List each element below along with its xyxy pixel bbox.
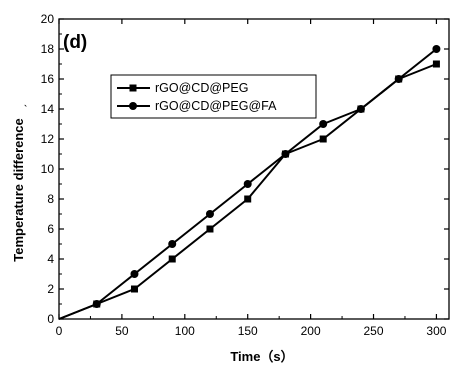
data-point-square [168, 255, 176, 263]
x-tick-label: 250 [364, 324, 384, 338]
y-tick-label: 6 [47, 222, 54, 236]
legend-box [110, 74, 317, 119]
plot-area-border [58, 18, 450, 320]
data-point-circle [356, 105, 365, 113]
x-axis-ticks: 0 50 100 150 200 250 300 [56, 19, 447, 338]
plot-frame [58, 18, 450, 320]
data-point-circle [394, 75, 403, 83]
data-point-circle [168, 240, 177, 248]
y-tick-label: 8 [47, 192, 54, 206]
x-tick-label: 100 [175, 324, 195, 338]
legend-entry-rgo-cd-peg: rGO@CD@PEG [117, 81, 248, 95]
y-tick-label: 14 [41, 102, 55, 116]
data-point-square [206, 225, 214, 233]
data-point-square [130, 285, 138, 293]
x-tick-label: 200 [301, 324, 321, 338]
x-tick-label: 150 [238, 324, 258, 338]
data-point-square [432, 60, 440, 68]
series-1 [58, 45, 441, 320]
x-tick-label: 300 [426, 324, 446, 338]
data-point-circle [281, 150, 290, 158]
legend-label-rgo-cd-peg-fa: rGO@CD@PEG@FA [155, 99, 277, 113]
legend: rGO@CD@PEG rGO@CD@PEG@FA [110, 74, 317, 119]
data-point-circle [432, 45, 441, 53]
data-point-circle [205, 210, 214, 218]
y-tick-label: 20 [41, 12, 55, 26]
y-axis-unit-mark: ˏ [13, 104, 27, 108]
y-tick-label: 18 [41, 42, 55, 56]
data-point-circle [130, 270, 139, 278]
legend-label-rgo-cd-peg: rGO@CD@PEG [155, 81, 248, 95]
y-tick-label: 4 [47, 252, 54, 266]
legend-circle-marker [129, 102, 137, 110]
panel-label: (d) [63, 32, 87, 53]
legend-entry-rgo-cd-peg-fa: rGO@CD@PEG@FA [117, 99, 277, 113]
x-tick-label: 0 [56, 324, 63, 338]
y-axis-title: Temperature difference [11, 118, 26, 262]
series-layer [58, 45, 441, 320]
y-tick-label: 12 [41, 132, 55, 146]
data-point-circle [243, 180, 252, 188]
data-point-circle [319, 120, 328, 128]
data-point-circle [92, 300, 101, 308]
y-axis-ticks: 0 2 4 6 8 10 12 14 16 18 20 [41, 12, 449, 326]
data-point-square [244, 195, 252, 203]
x-axis-title: Time（s） [230, 349, 293, 364]
data-point-square [319, 135, 327, 143]
y-tick-label: 10 [41, 162, 55, 176]
y-tick-label: 2 [47, 282, 54, 296]
y-tick-label: 0 [47, 312, 54, 326]
y-tick-label: 16 [41, 72, 55, 86]
legend-square-marker [129, 84, 137, 92]
x-tick-label: 50 [115, 324, 129, 338]
